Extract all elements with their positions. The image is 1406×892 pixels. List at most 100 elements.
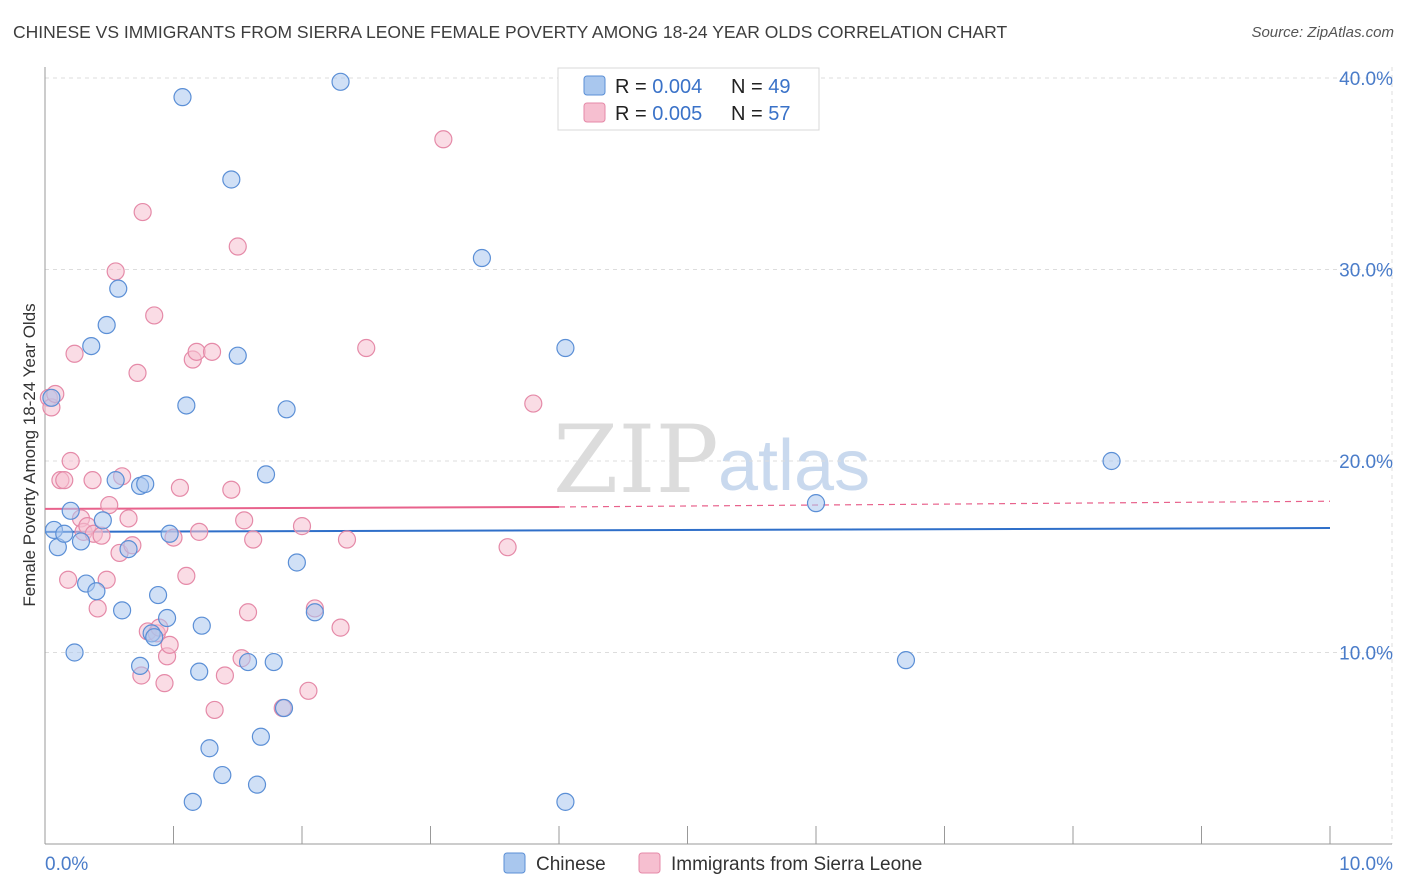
sierra-leone-trend-extension xyxy=(558,500,1331,508)
chinese-point xyxy=(228,346,247,365)
sierra-leone-point xyxy=(235,511,254,530)
chart-title: CHINESE VS IMMIGRANTS FROM SIERRA LEONE … xyxy=(13,22,1008,42)
sierra-leone-point xyxy=(145,306,164,325)
chinese-point xyxy=(93,511,112,530)
y-tick-label: 20.0% xyxy=(1339,452,1393,473)
y-tick-labels: 10.0% 20.0% 30.0% 40.0% xyxy=(1339,69,1393,665)
chinese-point xyxy=(157,608,177,628)
y-tick-label: 30.0% xyxy=(1339,261,1393,282)
x-tick-label: 0.0% xyxy=(45,854,88,875)
chinese-point xyxy=(87,582,106,601)
sierra-leone-point xyxy=(187,342,206,361)
chinese-point xyxy=(112,601,132,620)
chinese-point xyxy=(106,471,125,490)
chinese-point xyxy=(55,524,74,543)
sierra-leone-point xyxy=(228,237,247,256)
x-tick-label: 10.0% xyxy=(1339,854,1393,875)
sierra-leone-point xyxy=(434,130,453,149)
sierra-leone-point xyxy=(92,526,111,545)
sierra-leone-point xyxy=(128,363,147,383)
sierra-leone-point xyxy=(299,681,318,700)
chinese-point xyxy=(177,396,196,415)
sierra-leone-point xyxy=(238,603,258,622)
sierra-leone-point xyxy=(88,599,107,618)
chinese-point xyxy=(331,72,350,91)
chinese-trend-line xyxy=(44,527,1331,533)
y-tick-label: 40.0% xyxy=(1339,69,1393,90)
chinese-point xyxy=(183,792,202,811)
chinese-point xyxy=(1102,451,1121,471)
bottom-swatch-chinese xyxy=(503,852,526,874)
sierra-leone-point xyxy=(83,471,102,490)
chinese-point xyxy=(896,651,916,670)
chinese-point xyxy=(148,585,168,605)
sierra-leone-point xyxy=(524,394,543,413)
chinese-point xyxy=(556,338,575,358)
sierra-leone-point xyxy=(133,202,152,222)
chinese-point xyxy=(119,539,138,559)
chinese-point xyxy=(136,474,155,494)
chinese-point xyxy=(238,652,258,672)
sierra-leone-trend-line xyxy=(44,505,560,510)
sierra-leone-point xyxy=(190,522,209,541)
legend-swatch-sierra-leone xyxy=(583,102,606,123)
sierra-leone-point xyxy=(155,674,174,693)
sierra-leone-point xyxy=(292,517,312,536)
chinese-point xyxy=(192,616,211,635)
bottom-legend-chinese: Chinese xyxy=(536,854,606,875)
sierra-leone-point xyxy=(61,451,80,471)
sierra-leone-point xyxy=(59,570,78,589)
legend-row-1: R = 0.004 N = 49 xyxy=(615,76,791,98)
sierra-leone-point xyxy=(65,344,84,363)
y-tick-label: 10.0% xyxy=(1339,644,1393,665)
chinese-point xyxy=(82,337,101,356)
legend-row-2: R = 0.005 N = 57 xyxy=(615,103,791,125)
chinese-point xyxy=(173,88,192,107)
legend-swatch-chinese xyxy=(583,75,606,96)
sierra-leone-point xyxy=(244,530,263,549)
chinese-point xyxy=(97,315,116,335)
chinese-point xyxy=(806,494,826,513)
chinese-point xyxy=(145,628,164,647)
chinese-point xyxy=(200,739,219,758)
bottom-swatch-sierra-leone xyxy=(638,852,661,874)
chinese-point xyxy=(190,662,209,681)
chinese-point xyxy=(160,524,179,543)
chinese-point xyxy=(42,388,61,407)
sierra-leone-point xyxy=(160,635,179,654)
sierra-leone-point xyxy=(222,480,241,499)
chinese-point xyxy=(472,248,491,268)
chinese-point xyxy=(251,727,270,746)
x-tick-labels: 0.0% 10.0% xyxy=(45,854,1393,875)
sierra-leone-point xyxy=(357,338,376,358)
sierra-leone-point xyxy=(337,530,357,549)
chinese-point xyxy=(222,170,241,189)
sierra-leone-point xyxy=(177,566,196,586)
trend-lines xyxy=(44,500,1331,533)
chinese-point xyxy=(65,643,84,662)
chinese-point xyxy=(256,465,276,484)
sierra-leone-point xyxy=(498,538,517,557)
y-axis-label: Female Poverty Among 18-24 Year Olds xyxy=(20,303,39,606)
chinese-point xyxy=(556,792,575,811)
chinese-point xyxy=(305,603,324,622)
watermark-zip: ZIP xyxy=(553,406,719,515)
sierra-leone-point xyxy=(106,262,125,281)
source-label: Source: ZipAtlas.com xyxy=(1251,24,1394,41)
sierra-leone-point xyxy=(119,509,138,528)
chinese-point xyxy=(287,553,306,572)
sierra-leone-point xyxy=(100,495,119,515)
chinese-point xyxy=(130,656,150,676)
sierra-leone-point xyxy=(97,570,116,589)
sierra-leone-point xyxy=(55,471,74,490)
chinese-point xyxy=(71,532,91,551)
chinese-point xyxy=(109,279,128,298)
series-legend: Chinese Immigrants from Sierra Leone xyxy=(503,852,922,875)
chinese-point xyxy=(277,400,296,419)
sierra-leone-point xyxy=(202,342,222,361)
axes xyxy=(44,67,1392,845)
sierra-leone-point xyxy=(170,478,190,497)
chinese-point xyxy=(247,775,267,794)
chinese-point xyxy=(274,698,294,718)
